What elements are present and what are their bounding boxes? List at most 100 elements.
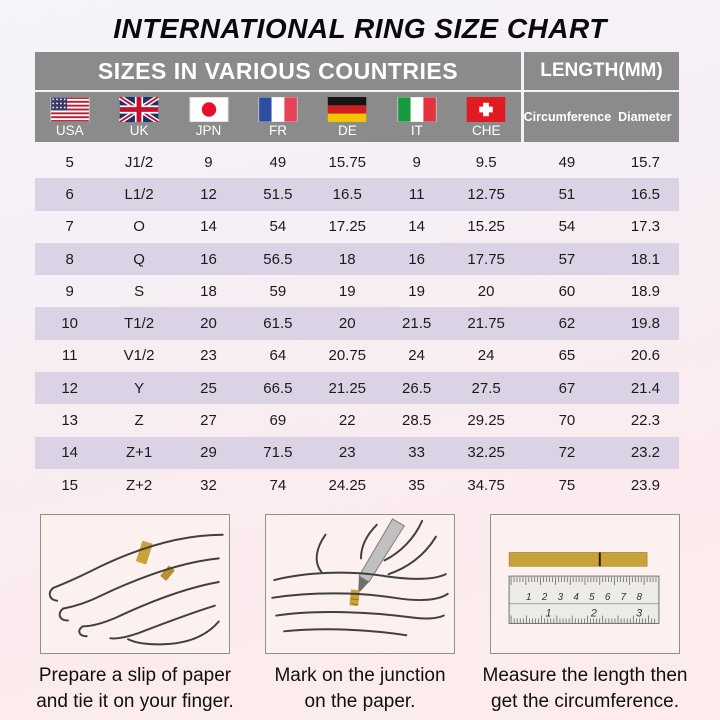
usa-flag-cell: USA	[35, 92, 104, 142]
de-cell: 19	[338, 282, 356, 300]
ruler-body	[508, 575, 660, 625]
de-cell: 16.5	[332, 185, 362, 203]
page-title: INTERNATIONAL RING SIZE CHART	[113, 13, 607, 44]
mark-junction-pen-illustration	[271, 518, 449, 637]
che-cell: 20	[477, 282, 495, 300]
uk-cell: Z+1	[125, 444, 153, 462]
fr-cell: 54	[269, 218, 287, 236]
measuring-instructions: Prepare a slip of paper and tie it on yo…	[0, 501, 720, 714]
de-cell: 17.25	[328, 218, 367, 236]
uk-cell: V1/2	[123, 347, 155, 365]
usa-cell: 15	[61, 476, 79, 494]
size-chart-table: SIZES IN VARIOUS COUNTRIES LENGTH(MM) US…	[35, 52, 679, 501]
circumference-cell: 54	[558, 218, 576, 236]
svg-text:3: 3	[558, 592, 564, 603]
usa-cell: 8	[65, 250, 74, 268]
circumference-cell: 57	[558, 250, 576, 268]
svg-text:3: 3	[636, 608, 642, 620]
usa-flag-icon	[50, 96, 90, 122]
jpn-cell: 27	[200, 412, 217, 430]
usa-cell: 5	[65, 153, 74, 171]
svg-text:2: 2	[541, 592, 548, 603]
usa-cell: 13	[61, 412, 79, 430]
it-cell: 28.5	[402, 412, 432, 430]
diameter-cell: 23.2	[630, 444, 661, 462]
jpn-cell: 16	[200, 250, 217, 268]
step-2-caption-line-2: on the paper.	[304, 690, 416, 712]
uk-cell: Q	[133, 250, 145, 268]
jpn-flag-cell: JPN	[174, 92, 243, 142]
fr-cell: 61.5	[263, 315, 293, 333]
size-row-usa-11: 11 V1/2 23 64 20.75 24 24 65 20.6	[35, 340, 679, 372]
de-flag-icon	[327, 96, 367, 122]
usa-cell: 9	[65, 282, 74, 300]
size-row-usa-12: 12 Y 25 66.5 21.25 26.5 27.5 67 21.4	[35, 372, 679, 405]
step-3-caption-line-1: Measure the length then	[482, 665, 688, 687]
size-row-usa-5: 5 J1/2 9 49 15.75 9 9.5 49 15.7	[35, 146, 679, 178]
uk-cell: S	[134, 282, 145, 300]
country-code-label: UK	[129, 122, 149, 138]
uk-cell: Z	[134, 412, 144, 430]
fr-cell: 64	[269, 347, 287, 365]
circumference-cell: 60	[558, 282, 576, 300]
che-cell: 24	[477, 347, 495, 365]
size-row-usa-14: 14 Z+1 29 71.5 23 33 32.25 72 23.2	[35, 436, 679, 469]
svg-text:7: 7	[621, 592, 627, 603]
che-cell: 32.25	[467, 444, 505, 462]
jpn-cell: 20	[200, 315, 217, 333]
step-2-caption-line-1: Mark on the junction	[274, 665, 446, 687]
fr-cell: 74	[269, 476, 287, 494]
de-cell: 21.25	[328, 379, 367, 397]
paper-strip	[508, 552, 648, 567]
step-2-illustration-box	[265, 514, 455, 655]
table-header-row: SIZES IN VARIOUS COUNTRIES LENGTH(MM)	[35, 52, 679, 90]
usa-cell: 11	[61, 347, 78, 365]
che-cell: 29.25	[467, 412, 505, 430]
circumference-cell: 51	[558, 185, 576, 203]
size-rows: 5 J1/2 9 49 15.75 9 9.5 49 15.7 6 L1/2 12 51.5 16.5 11…	[35, 146, 679, 501]
svg-text:8: 8	[636, 592, 642, 603]
circumference-cell: 70	[558, 412, 576, 430]
usa-cell: 10	[61, 315, 79, 333]
che-cell: 27.5	[471, 379, 501, 397]
che-flag-cell: CHE	[452, 92, 521, 142]
size-row-usa-9: 9 S 18 59 19 19 20 60 18.9	[35, 275, 679, 307]
step-3-caption-line-2: get the circumference.	[491, 690, 679, 712]
it-cell: 35	[408, 476, 425, 494]
diameter-cell: 18.1	[630, 250, 661, 268]
che-cell: 17.75	[467, 250, 505, 268]
step-1-caption: Prepare a slip of paper and tie it on yo…	[20, 663, 250, 714]
de-cell: 20	[338, 315, 356, 333]
de-cell: 23	[338, 444, 356, 462]
it-cell: 26.5	[402, 379, 432, 397]
che-cell: 34.75	[467, 476, 505, 494]
uk-cell: L1/2	[124, 185, 154, 203]
uk-cell: J1/2	[124, 153, 154, 171]
step-1-caption-line-2: and tie it on your finger.	[36, 690, 234, 712]
diameter-cell: 20.6	[630, 347, 661, 365]
fr-cell: 49	[269, 153, 287, 171]
size-row-usa-15: 15 Z+2 32 74 24.25 35 34.75 75 23.9	[35, 469, 679, 501]
step-1-caption-line-1: Prepare a slip of paper	[38, 665, 232, 687]
country-flags-row: USA UK JPN FR DE IT CHE	[35, 92, 521, 142]
circumference-cell: 67	[558, 379, 576, 397]
che-cell: 15.25	[467, 218, 505, 236]
uk-cell: O	[133, 218, 145, 236]
svg-text:1: 1	[526, 592, 531, 603]
jpn-cell: 29	[200, 444, 217, 462]
step-1-illustration-box	[40, 514, 230, 655]
diameter-cell: 17.3	[630, 218, 661, 236]
diameter-cell: 15.7	[630, 153, 661, 171]
jpn-cell: 12	[200, 185, 217, 203]
length-column-headers: Circumference Diameter	[524, 92, 679, 142]
it-cell: 11	[408, 185, 425, 203]
jpn-cell: 32	[200, 476, 217, 494]
it-cell: 24	[408, 347, 425, 365]
size-row-usa-8: 8 Q 16 56.5 18 16 17.75 57 18.1	[35, 242, 679, 276]
step-2-caption: Mark on the junction on the paper.	[245, 663, 475, 714]
it-flag-icon	[397, 96, 437, 122]
step-mark-junction: Mark on the junction on the paper.	[265, 514, 455, 714]
